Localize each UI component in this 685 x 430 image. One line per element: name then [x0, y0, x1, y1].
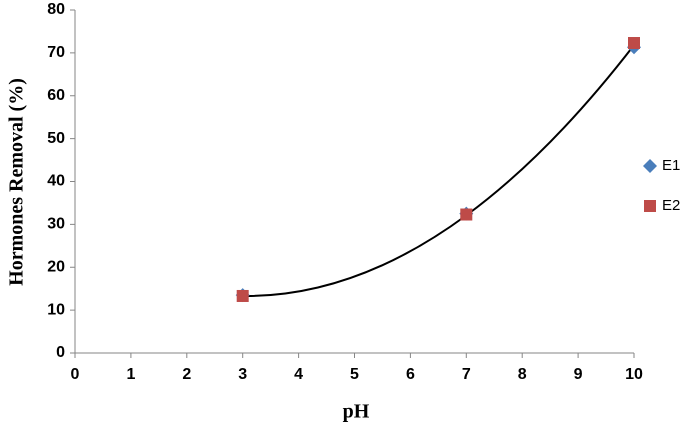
x-tick-label: 6 — [406, 366, 415, 383]
marker — [643, 159, 657, 173]
y-tick-label: 60 — [47, 87, 65, 104]
x-tick-label: 9 — [574, 366, 583, 383]
y-tick-label: 70 — [47, 44, 65, 61]
trendline — [242, 44, 635, 297]
x-tick-label: 7 — [462, 366, 471, 383]
marker — [644, 200, 656, 212]
x-tick-label: 2 — [182, 366, 191, 383]
marker — [460, 208, 473, 221]
x-tick-label: 0 — [71, 366, 80, 383]
y-tick-label: 30 — [47, 216, 65, 233]
legend-label: E1 — [662, 157, 680, 174]
y-tick-label: 50 — [47, 130, 65, 147]
x-tick-label: 1 — [126, 366, 135, 383]
y-tick-label: 80 — [47, 1, 65, 18]
y-tick-label: 10 — [47, 301, 65, 318]
x-tick-label: 3 — [238, 366, 247, 383]
x-tick-label: 8 — [518, 366, 527, 383]
x-tick-label: 4 — [294, 366, 303, 383]
x-tick-label: 10 — [625, 366, 643, 383]
marker — [236, 289, 249, 302]
y-tick-label: 40 — [47, 173, 65, 190]
y-axis-label: Hormones Removal (%) — [6, 78, 28, 286]
x-tick-label: 5 — [350, 366, 359, 383]
y-tick-label: 0 — [56, 344, 65, 361]
y-tick-label: 20 — [47, 258, 65, 275]
marker — [628, 37, 640, 50]
legend-label: E2 — [662, 197, 680, 214]
x-axis-label: pH — [343, 401, 370, 423]
